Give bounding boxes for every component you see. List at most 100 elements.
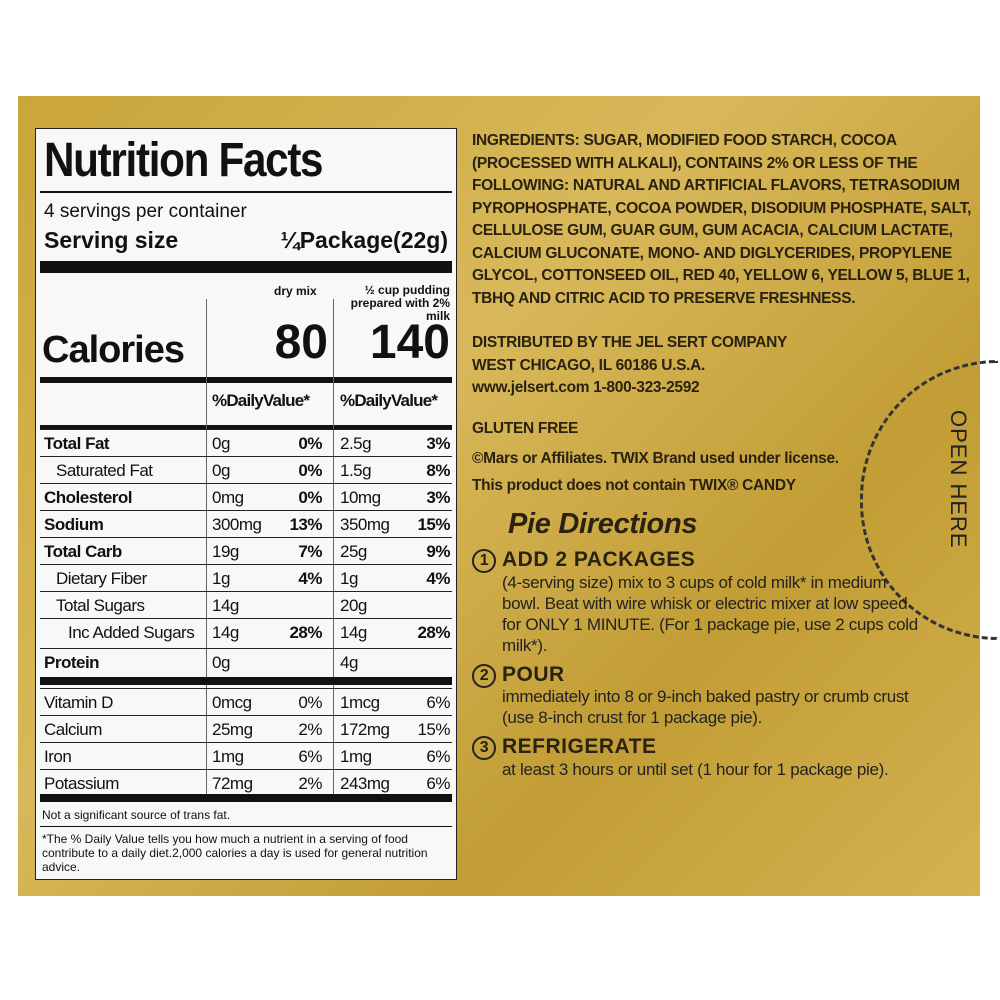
license-text: ©Mars or Affiliates. TWIX Brand used und… bbox=[472, 450, 839, 467]
step-body: immediately into 8 or 9-inch baked pastr… bbox=[502, 687, 909, 727]
nutrient-row: Saturated Fat 0g 0% 1.5g 8% bbox=[40, 456, 452, 483]
nutrient-name: Total Carb bbox=[44, 542, 122, 561]
nutrient-name: Dietary Fiber bbox=[56, 569, 147, 588]
step-body: (4-serving size) mix to 3 cups of cold m… bbox=[502, 572, 918, 655]
step-heading: POUR bbox=[502, 662, 565, 686]
dv-header-prepared: %DailyValue* bbox=[340, 391, 438, 410]
distributor-block: DISTRIBUTED BY THE JEL SERT COMPANY WEST… bbox=[472, 332, 912, 400]
nutrient-name: Sodium bbox=[44, 515, 104, 534]
dv-dry: 2% bbox=[298, 774, 322, 793]
step-number-icon: 3 bbox=[472, 736, 496, 760]
dv-prepared: 6% bbox=[426, 693, 450, 712]
amount-prepared: 1mcg bbox=[340, 693, 380, 712]
amount-dry: 72mg bbox=[212, 774, 253, 793]
dv-prepared: 6% bbox=[426, 747, 450, 766]
distributor-line: DISTRIBUTED BY THE JEL SERT COMPANY bbox=[472, 334, 788, 351]
dv-header-dry: %DailyValue* bbox=[212, 391, 310, 410]
col-dry-mix-header: dry mix bbox=[274, 284, 317, 298]
nutrient-name: Iron bbox=[44, 747, 72, 766]
direction-step: 1 ADD 2 PACKAGES (4-serving size) mix to 3… bbox=[472, 548, 927, 656]
amount-prepared: 25g bbox=[340, 542, 367, 561]
nutrient-name: Protein bbox=[44, 653, 100, 672]
amount-prepared: 10mg bbox=[340, 488, 381, 507]
amount-dry: 0g bbox=[212, 653, 230, 672]
dv-prepared: 4% bbox=[426, 569, 450, 588]
nutrient-name: Calcium bbox=[44, 720, 102, 739]
nutrient-row: Potassium 72mg 2% 243mg 6% bbox=[40, 769, 452, 796]
dv-prepared: 28% bbox=[417, 623, 450, 642]
amount-prepared: 1mg bbox=[340, 747, 372, 766]
dv-dry: 0% bbox=[298, 434, 322, 453]
amount-prepared: 1.5g bbox=[340, 461, 372, 480]
nutrition-facts-label: Nutrition Facts 4 servings per container… bbox=[35, 128, 457, 880]
step-heading: REFRIGERATE bbox=[502, 735, 657, 758]
amount-dry: 0g bbox=[212, 434, 230, 453]
dv-dry: 28% bbox=[289, 623, 322, 642]
servings-per-container: 4 servings per container bbox=[44, 201, 247, 222]
amount-prepared: 350mg bbox=[340, 515, 390, 534]
calories-prepared: 140 bbox=[369, 316, 450, 369]
amount-dry: 0mcg bbox=[212, 693, 252, 712]
dv-prepared: 9% bbox=[426, 542, 450, 561]
dv-dry: 7% bbox=[298, 542, 322, 561]
amount-dry: 300mg bbox=[212, 515, 262, 534]
dv-dry: 0% bbox=[298, 488, 322, 507]
nutrient-row: Vitamin D 0mcg 0% 1mcg 6% bbox=[40, 688, 452, 715]
step-number-icon: 2 bbox=[472, 663, 496, 688]
dv-dry: 0% bbox=[298, 693, 322, 712]
nutrient-row: Sodium 300mg 13% 350mg 15% bbox=[40, 510, 452, 537]
amount-prepared: 172mg bbox=[340, 720, 390, 739]
amount-prepared: 243mg bbox=[340, 774, 390, 793]
col-prepared-header: ½ cup pudding prepared with 2% milk bbox=[350, 283, 450, 323]
open-here-text: OPEN HERE bbox=[946, 410, 971, 549]
nutrient-row: Dietary Fiber 1g 4% 1g 4% bbox=[40, 564, 452, 591]
dv-prepared: 8% bbox=[426, 461, 450, 480]
amount-dry: 1mg bbox=[212, 747, 244, 766]
step-heading: ADD 2 PACKAGES bbox=[502, 548, 696, 571]
calories-label: Calories bbox=[42, 329, 185, 371]
amount-prepared: 1g bbox=[340, 569, 358, 588]
amount-dry: 0mg bbox=[212, 488, 244, 507]
dv-prepared: 15% bbox=[417, 515, 450, 534]
amount-dry: 14g bbox=[212, 623, 239, 642]
nutrient-row: Iron 1mg 6% 1mg 6% bbox=[40, 742, 452, 769]
ingredients-and-directions: INGREDIENTS: SUGAR, MODIFIED FOOD STARCH… bbox=[472, 130, 972, 780]
serving-size-value: ¼Package(22g) bbox=[280, 227, 448, 253]
nutrient-row: Inc Added Sugars 14g 28% 14g 28% bbox=[40, 618, 452, 645]
direction-step: 2 POUR immediately into 8 or 9-inch baked … bbox=[472, 662, 927, 729]
dv-prepared: 15% bbox=[417, 720, 450, 739]
nutrient-name: Vitamin D bbox=[44, 693, 113, 712]
daily-value-footnote: *The % Daily Value tells you how much a … bbox=[42, 832, 428, 874]
dv-dry: 4% bbox=[298, 569, 322, 588]
step-body: at least 3 hours or until set (1 hour fo… bbox=[502, 759, 889, 779]
nutrient-row: Total Fat 0g 0% 2.5g 3% bbox=[40, 429, 452, 456]
distributor-website-phone: www.jelsert.com 1-800-323-2592 bbox=[472, 379, 700, 396]
dv-dry: 0% bbox=[298, 461, 322, 480]
dv-prepared: 3% bbox=[426, 434, 450, 453]
amount-prepared: 2.5g bbox=[340, 434, 372, 453]
nutrient-row: Cholesterol 0mg 0% 10mg 3% bbox=[40, 483, 452, 510]
nutrient-name: Potassium bbox=[44, 774, 119, 793]
ingredients-text: INGREDIENTS: SUGAR, MODIFIED FOOD STARCH… bbox=[472, 132, 972, 307]
amount-prepared: 4g bbox=[340, 653, 358, 672]
amount-dry: 25mg bbox=[212, 720, 253, 739]
step-number-icon: 1 bbox=[472, 549, 496, 573]
nutrient-row: Total Sugars 14g 20g bbox=[40, 591, 452, 618]
nutrient-row: Protein 0g 4g bbox=[40, 648, 452, 675]
directions-title: Pie Directions bbox=[508, 508, 698, 540]
amount-dry: 14g bbox=[212, 596, 239, 615]
nutrient-name: Saturated Fat bbox=[56, 461, 153, 480]
nutrient-row: Calcium 25mg 2% 172mg 15% bbox=[40, 715, 452, 742]
serving-size-label: Serving size bbox=[44, 227, 179, 253]
gluten-free-text: GLUTEN FREE bbox=[472, 419, 579, 437]
dv-dry: 2% bbox=[298, 720, 322, 739]
dv-dry: 13% bbox=[289, 515, 322, 534]
amount-dry: 1g bbox=[212, 569, 230, 588]
calories-dry: 80 bbox=[274, 316, 328, 369]
dv-dry: 6% bbox=[298, 747, 322, 766]
dv-prepared: 3% bbox=[426, 488, 450, 507]
nutrient-row: Total Carb 19g 7% 25g 9% bbox=[40, 537, 452, 564]
label-title: Nutrition Facts bbox=[44, 134, 324, 187]
nutrient-name: Total Sugars bbox=[56, 596, 145, 615]
amount-prepared: 14g bbox=[340, 623, 367, 642]
